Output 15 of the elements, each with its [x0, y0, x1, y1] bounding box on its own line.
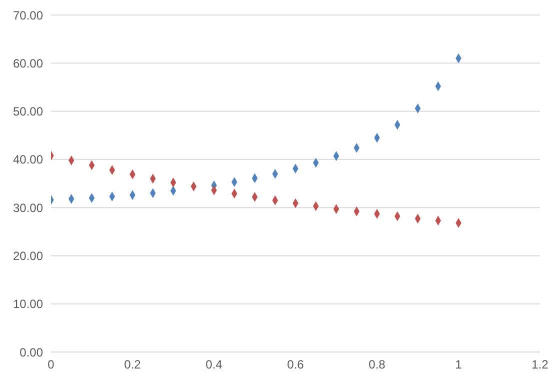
y-tick-label: 60.00 — [12, 56, 44, 70]
x-tick-label: 0.6 — [287, 358, 304, 372]
y-tick-label: 40.00 — [12, 152, 44, 167]
y-tick-label: 20.00 — [12, 248, 44, 263]
x-tick-label: 0 — [48, 358, 55, 372]
x-tick-label: 1 — [455, 358, 462, 372]
y-tick-label: 10.00 — [12, 297, 44, 312]
y-tick-label: 50.00 — [12, 104, 44, 119]
y-tick-label: 0.00 — [20, 345, 44, 360]
x-tick-label: 0.2 — [124, 358, 142, 372]
y-tick-label: 70.00 — [12, 8, 44, 22]
x-tick-label: 0.8 — [368, 358, 386, 372]
x-tick-label: 1.2 — [532, 358, 549, 372]
x-tick-label: 0.4 — [206, 358, 223, 372]
y-tick-label: 30.00 — [12, 200, 44, 215]
